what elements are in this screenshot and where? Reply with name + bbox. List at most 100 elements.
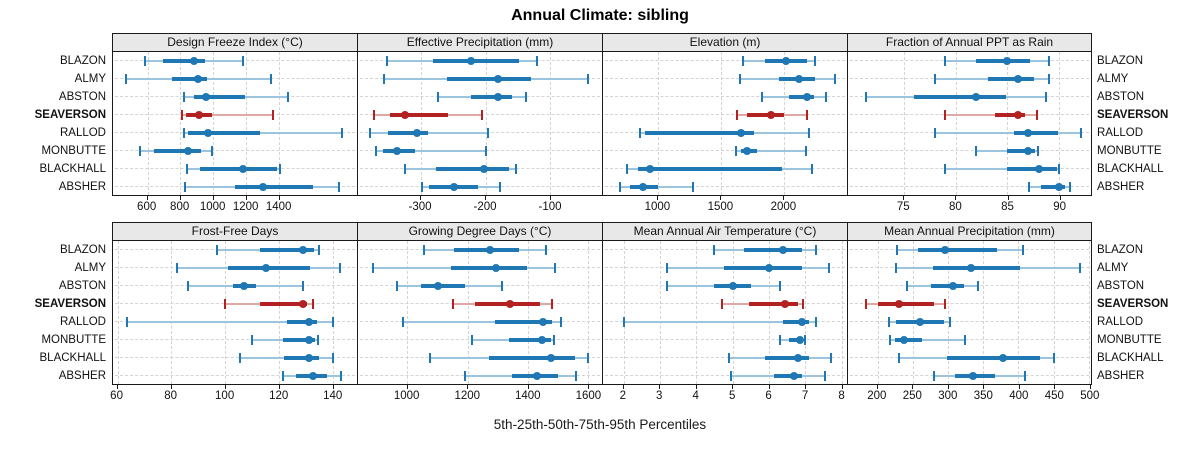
cap-5th (639, 128, 641, 138)
cap-95th (485, 146, 488, 156)
station-label-almy: ALMY (1097, 262, 1129, 274)
percentile-row-rallod (603, 124, 847, 142)
station-label-seaverson: SEAVERSON (1097, 109, 1169, 121)
range-25th-75th (234, 185, 314, 189)
range-5th-95th (370, 132, 489, 134)
axis-tick (955, 196, 957, 200)
axis-tick-label: -200 (473, 201, 497, 213)
cap-95th (278, 164, 281, 174)
x-axis: 1000 1500 2000 (602, 196, 847, 220)
gridline-vertical (278, 52, 280, 195)
gridline-vertical (528, 241, 530, 384)
gridline-vertical (420, 52, 422, 195)
range-25th-75th (260, 248, 314, 252)
gridline-vertical (550, 52, 552, 195)
cap-5th (713, 245, 716, 255)
range-5th-95th (623, 321, 817, 323)
cap-95th (1044, 92, 1047, 102)
range-25th-75th (976, 59, 1030, 63)
x-axis: 60 80 100 120 140 (110, 385, 357, 409)
range-5th-95th (945, 168, 1059, 170)
range-25th-75th (645, 131, 755, 135)
axis-tick-label: 1000 (644, 201, 671, 213)
cap-95th (302, 281, 305, 291)
axis-tick-label: 140 (323, 390, 343, 402)
axis-tick-label: 2000 (770, 201, 797, 213)
percentile-row-blazon (603, 52, 847, 70)
cap-5th (887, 317, 890, 327)
gridline-vertical (696, 241, 698, 384)
x-axis: 2 3 4 5 6 7 8 (602, 385, 847, 409)
panel-mean-annual-precipitation-mm: Mean Annual Precipitation (mm) 200 250 300 3… (847, 222, 1099, 409)
axis-tick (947, 385, 949, 389)
gridline-vertical (732, 241, 734, 384)
median-dot (1035, 165, 1044, 173)
cap-95th (587, 353, 590, 363)
axis-tick (1018, 385, 1020, 389)
cap-95th (241, 56, 244, 66)
gridline-vertical (768, 241, 770, 384)
cap-95th (331, 353, 334, 363)
cap-95th (286, 92, 289, 102)
gridline-horizontal (605, 60, 845, 61)
axis-tick-label: 85 (1001, 201, 1014, 213)
axis-tick (1089, 385, 1091, 389)
range-25th-75th (387, 131, 428, 135)
cap-95th (810, 164, 813, 174)
axis-tick-label: 1400 (265, 201, 292, 213)
station-label-blazon: BLAZON (1097, 244, 1144, 256)
axis-tick-label: 4 (692, 390, 699, 402)
cap-5th (471, 335, 474, 345)
gridline-vertical (1088, 241, 1090, 384)
range-25th-75th (390, 113, 448, 117)
median-dot (779, 246, 788, 254)
range-25th-75th (877, 302, 934, 306)
median-dot (793, 354, 802, 362)
percentile-row-blazon (358, 52, 602, 70)
cap-5th (373, 110, 376, 120)
station-label-monbutte: MONBUTTE (41, 334, 106, 346)
station-label-abston: ABSTON (1097, 280, 1145, 292)
median-dot (794, 75, 803, 83)
gridline-vertical (658, 52, 660, 195)
gridline-vertical (1053, 241, 1055, 384)
range-25th-75th (1041, 185, 1066, 189)
axis-tick (768, 385, 770, 389)
percentile-row-monbutte (603, 142, 847, 160)
station-label-absher: ABSHER (1097, 181, 1145, 193)
cap-95th (963, 335, 966, 345)
gridline-horizontal (850, 186, 1089, 187)
cap-95th (1053, 353, 1056, 363)
axis-tick-label: 8 (838, 390, 845, 402)
cap-5th (238, 353, 241, 363)
median-dot (764, 264, 773, 272)
station-label-blackhall: BLACKHALL (39, 163, 106, 175)
axis-tick (695, 385, 697, 389)
axis-tick (805, 385, 807, 389)
station-label-monbutte: MONBUTTE (1097, 145, 1162, 157)
median-dot (969, 372, 978, 380)
percentile-row-seaverson (113, 295, 357, 313)
axis-tick-label: 1000 (393, 390, 420, 402)
cap-95th (338, 263, 341, 273)
percentile-row-seaverson (113, 106, 357, 124)
cap-5th (421, 182, 424, 192)
median-dot (967, 264, 976, 272)
cap-95th (825, 92, 828, 102)
cap-95th (1047, 74, 1050, 84)
panel-body (847, 241, 1092, 385)
gridline-horizontal (850, 303, 1089, 304)
axis-tick-label: 120 (269, 390, 289, 402)
axis-tick-label: 800 (170, 201, 190, 213)
cap-95th (1023, 371, 1026, 381)
cap-95th (311, 299, 314, 309)
cap-95th (554, 263, 557, 273)
cap-95th (976, 281, 979, 291)
median-dot (781, 300, 790, 308)
panel-title: Growing Degree Days (°C) (357, 222, 602, 241)
percentile-row-almy (113, 70, 357, 88)
gridline-vertical (117, 241, 119, 384)
panel-title: Mean Annual Air Temperature (°C) (602, 222, 847, 241)
cap-5th (933, 74, 936, 84)
median-dot (467, 57, 476, 65)
